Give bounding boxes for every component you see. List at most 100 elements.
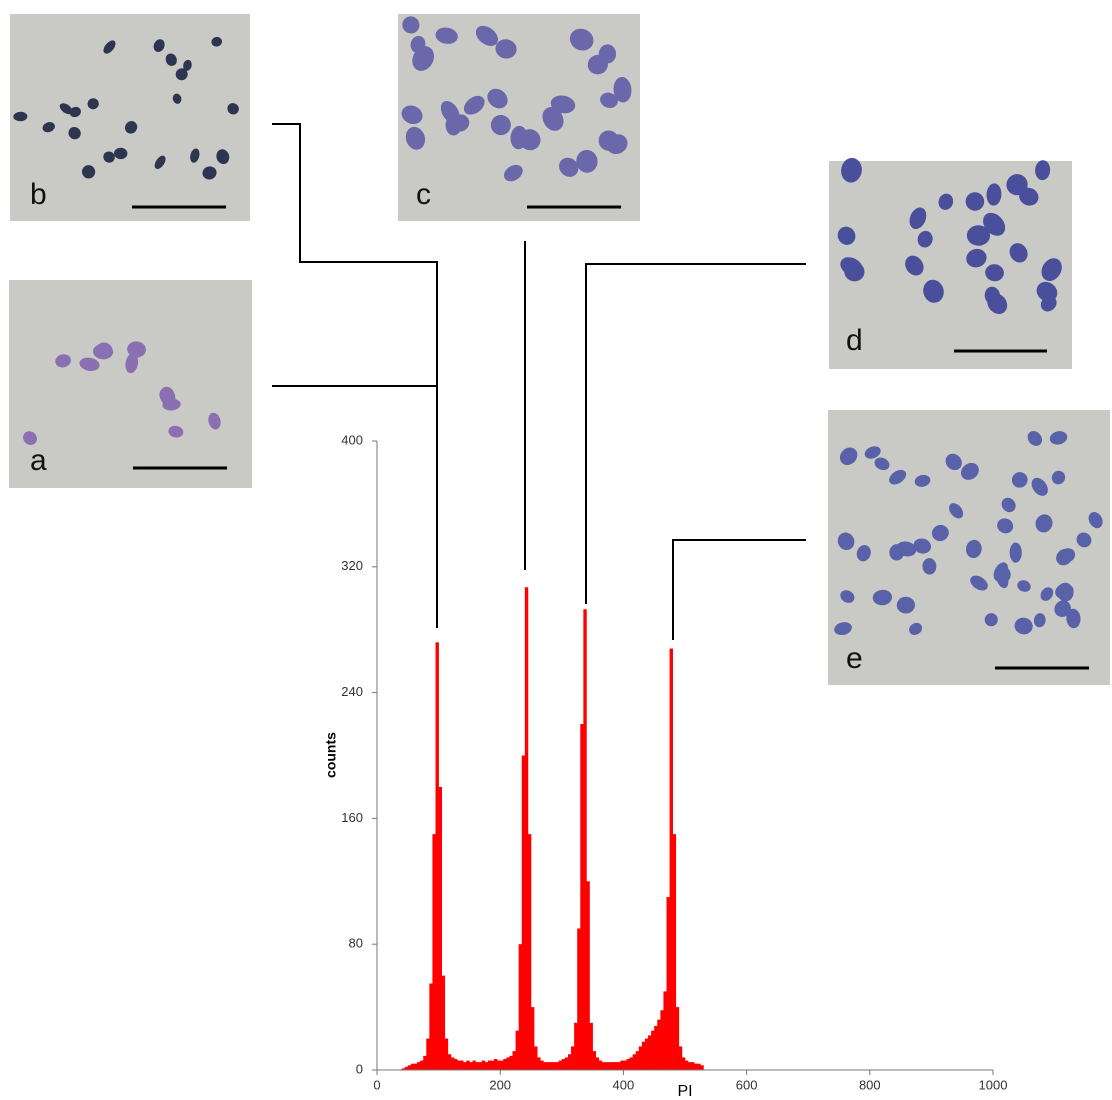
- chromosome: [837, 226, 856, 245]
- bar: [423, 1055, 427, 1070]
- chromosome: [1051, 470, 1066, 485]
- bar: [666, 897, 670, 1070]
- chromosome: [1036, 281, 1058, 302]
- chromosome: [202, 166, 217, 180]
- bar: [574, 1022, 578, 1070]
- bar: [420, 1060, 424, 1070]
- chromosome: [510, 125, 528, 150]
- chromosome: [1001, 497, 1016, 513]
- chromosome: [965, 192, 985, 211]
- connector: [272, 123, 438, 628]
- chromosome: [55, 354, 71, 368]
- bar: [521, 755, 526, 1070]
- bar: [623, 1060, 627, 1070]
- y-tick-label: 0: [356, 1061, 363, 1076]
- bar: [614, 1062, 618, 1070]
- chromosome: [997, 518, 1014, 534]
- chromosome: [487, 88, 508, 109]
- bar: [404, 1066, 409, 1070]
- chromosome: [985, 264, 1004, 282]
- chromosome: [984, 613, 998, 627]
- chromosome: [495, 39, 517, 59]
- bar: [672, 834, 677, 1070]
- bar: [531, 1007, 535, 1070]
- bar: [580, 724, 584, 1070]
- panel-b: [10, 14, 250, 221]
- bar: [688, 1062, 692, 1070]
- bar: [617, 1062, 621, 1070]
- chromosome: [190, 148, 200, 163]
- bar: [675, 1007, 680, 1070]
- chromosome: [872, 589, 893, 606]
- chromosome: [211, 36, 223, 47]
- bar: [506, 1057, 510, 1070]
- chromosome: [569, 28, 594, 51]
- chromosome: [412, 46, 434, 71]
- bar: [472, 1060, 476, 1070]
- bar: [629, 1057, 633, 1070]
- chromosome: [917, 230, 933, 248]
- bar: [527, 834, 532, 1070]
- panel-label: d: [846, 324, 863, 357]
- bar: [435, 642, 439, 1070]
- chromosome: [175, 68, 188, 81]
- chromosome: [1011, 472, 1028, 488]
- chromosome: [913, 538, 932, 554]
- bar: [604, 1062, 609, 1070]
- bar: [487, 1060, 492, 1070]
- chromosome: [103, 40, 116, 54]
- bar: [681, 1057, 686, 1070]
- chromosome: [154, 155, 166, 169]
- chromosome: [931, 524, 949, 542]
- bar: [401, 1068, 406, 1070]
- bar: [457, 1060, 461, 1070]
- x-tick-label: 200: [489, 1077, 511, 1092]
- chromosome: [87, 98, 99, 110]
- bar: [512, 1051, 516, 1070]
- x-tick-label: 0: [373, 1077, 380, 1092]
- x-axis-label: PI: [677, 1083, 692, 1100]
- bar: [657, 1019, 661, 1070]
- chromosome: [844, 262, 865, 282]
- chromosome: [153, 39, 165, 53]
- chromosome: [405, 126, 426, 150]
- connector: [585, 263, 806, 604]
- chromosome: [922, 558, 937, 575]
- bar: [543, 1062, 547, 1070]
- chromosome: [1040, 587, 1054, 601]
- chromosome: [79, 357, 100, 371]
- bar: [592, 1051, 596, 1070]
- bar: [586, 881, 590, 1070]
- chromosome: [160, 386, 176, 407]
- bar: [644, 1038, 649, 1070]
- chromosome: [92, 343, 114, 360]
- chromosome: [125, 353, 139, 374]
- chromosome: [1056, 548, 1073, 566]
- panel-label: a: [30, 444, 47, 477]
- bar: [447, 1054, 452, 1070]
- bar: [694, 1063, 698, 1070]
- bar: [700, 1065, 704, 1070]
- bar: [484, 1062, 489, 1070]
- x-tick-label: 800: [859, 1077, 881, 1092]
- chromosome: [834, 622, 852, 636]
- bar: [432, 834, 436, 1070]
- bar: [691, 1062, 695, 1070]
- chromosome: [42, 122, 55, 133]
- bar: [478, 1062, 483, 1070]
- chromosome: [542, 107, 564, 131]
- chromosome: [909, 207, 927, 230]
- chromosome: [114, 147, 128, 160]
- chromosome: [435, 27, 458, 44]
- x-tick-label: 400: [613, 1077, 635, 1092]
- chromosome: [966, 225, 991, 246]
- bar: [697, 1063, 701, 1070]
- panel-a: [9, 280, 252, 488]
- micrographs: a b c d e: [9, 14, 1110, 685]
- chromosome: [1009, 243, 1028, 263]
- y-tick-label: 400: [341, 432, 363, 447]
- bar: [641, 1041, 646, 1070]
- bar: [454, 1058, 458, 1070]
- chromosome: [983, 212, 1006, 236]
